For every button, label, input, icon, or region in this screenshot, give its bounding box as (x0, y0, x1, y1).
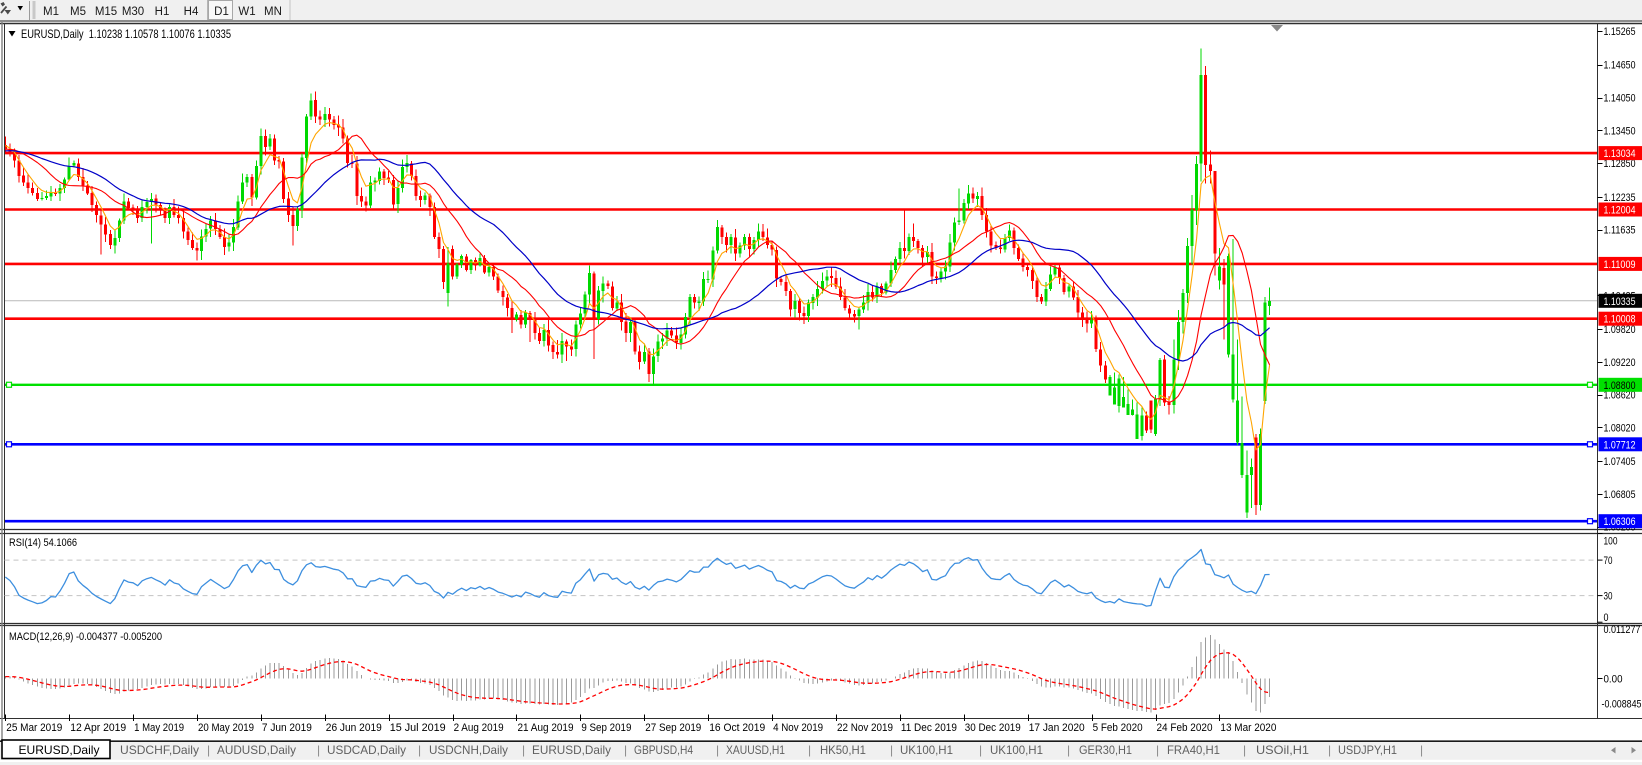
svg-text:H4: H4 (184, 6, 199, 18)
svg-text:1.12235: 1.12235 (1604, 192, 1636, 204)
svg-text:|: | (1156, 743, 1159, 757)
svg-text:MN: MN (264, 6, 282, 18)
svg-text:17 Jan 2020: 17 Jan 2020 (1029, 722, 1085, 734)
svg-text:20 May 2019: 20 May 2019 (198, 722, 254, 734)
svg-text:27 Sep 2019: 27 Sep 2019 (645, 722, 701, 734)
svg-text:RSI(14) 54.1066: RSI(14) 54.1066 (9, 537, 77, 549)
svg-text:1.14050: 1.14050 (1604, 93, 1636, 105)
svg-text:24 Feb 2020: 24 Feb 2020 (1157, 722, 1213, 734)
svg-text:UK100,H1: UK100,H1 (900, 743, 953, 757)
svg-text:D1: D1 (214, 6, 229, 18)
svg-text:1.06306: 1.06306 (1604, 516, 1636, 528)
svg-text:1.08620: 1.08620 (1604, 390, 1636, 402)
svg-text:1.07712: 1.07712 (1604, 439, 1636, 451)
svg-text:|: | (418, 743, 421, 757)
svg-text:11 Dec 2019: 11 Dec 2019 (901, 722, 957, 734)
svg-text:26 Jun 2019: 26 Jun 2019 (326, 722, 382, 734)
svg-text:|: | (522, 743, 525, 757)
svg-text:|: | (1420, 743, 1423, 757)
svg-text:GBPUSD,H4: GBPUSD,H4 (634, 743, 693, 757)
svg-text:7 Jun 2019: 7 Jun 2019 (262, 722, 312, 734)
svg-text:USDCHF,Daily: USDCHF,Daily (120, 743, 199, 757)
svg-text:EURUSD,Daily 1.10238 1.10578: EURUSD,Daily 1.10238 1.10578 1.10076 1.1… (21, 27, 231, 41)
svg-text:M5: M5 (70, 6, 86, 18)
svg-text:1.08020: 1.08020 (1604, 422, 1636, 434)
svg-text:|: | (1328, 743, 1331, 757)
svg-text:30 Dec 2019: 30 Dec 2019 (965, 722, 1021, 734)
svg-text:|: | (1243, 743, 1246, 757)
svg-text:1.09820: 1.09820 (1604, 324, 1636, 336)
svg-text:1.08800: 1.08800 (1604, 380, 1636, 392)
svg-text:0.011277: 0.011277 (1604, 624, 1641, 636)
svg-text:1.10335: 1.10335 (1604, 296, 1636, 308)
svg-text:USOil,H1: USOil,H1 (1256, 743, 1309, 757)
svg-text:USDJPY,H1: USDJPY,H1 (1338, 743, 1397, 757)
svg-text:13 Mar 2020: 13 Mar 2020 (1220, 722, 1276, 734)
svg-text:1.12850: 1.12850 (1604, 158, 1636, 170)
svg-text:USDCNH,Daily: USDCNH,Daily (429, 743, 508, 757)
svg-text:1.13450: 1.13450 (1604, 125, 1636, 137)
svg-text:USDCAD,Daily: USDCAD,Daily (327, 743, 406, 757)
svg-text:M15: M15 (95, 6, 117, 18)
svg-text:30: 30 (1604, 591, 1613, 603)
svg-text:|: | (979, 743, 982, 757)
svg-text:1.11009: 1.11009 (1604, 259, 1636, 271)
svg-text:FRA40,H1: FRA40,H1 (1167, 743, 1220, 757)
svg-text:MACD(12,26,9) -0.004377 -0.005: MACD(12,26,9) -0.004377 -0.005200 (9, 631, 162, 643)
svg-text:4 Nov 2019: 4 Nov 2019 (773, 722, 823, 734)
svg-text:5 Feb 2020: 5 Feb 2020 (1093, 722, 1143, 734)
svg-text:16 Oct 2019: 16 Oct 2019 (709, 722, 765, 734)
svg-text:1.11635: 1.11635 (1604, 225, 1636, 237)
svg-text:EURUSD,Daily: EURUSD,Daily (19, 743, 100, 757)
svg-text:22 Nov 2019: 22 Nov 2019 (837, 722, 893, 734)
svg-text:1.12004: 1.12004 (1604, 205, 1636, 217)
svg-text:|: | (1067, 743, 1070, 757)
svg-text:9 Sep 2019: 9 Sep 2019 (581, 722, 631, 734)
svg-text:XAUUSD,H1: XAUUSD,H1 (726, 743, 785, 757)
svg-text:0.00: 0.00 (1604, 674, 1623, 686)
svg-text:0: 0 (1604, 612, 1609, 624)
svg-text:UK100,H1: UK100,H1 (990, 743, 1043, 757)
svg-text:HK50,H1: HK50,H1 (820, 743, 866, 757)
svg-text:1.07405: 1.07405 (1604, 456, 1636, 468)
svg-text:GER30,H1: GER30,H1 (1079, 743, 1132, 757)
svg-text:1 May 2019: 1 May 2019 (134, 722, 184, 734)
svg-text:1.09220: 1.09220 (1604, 357, 1636, 369)
svg-text:H1: H1 (155, 6, 170, 18)
svg-text:15 Jul 2019: 15 Jul 2019 (390, 722, 446, 734)
svg-text:1.15265: 1.15265 (1604, 26, 1636, 38)
svg-text:AUDUSD,Daily: AUDUSD,Daily (217, 743, 296, 757)
svg-text:M1: M1 (43, 6, 59, 18)
svg-text:|: | (890, 743, 893, 757)
svg-text:|: | (317, 743, 320, 757)
svg-text:21 Aug 2019: 21 Aug 2019 (518, 722, 574, 734)
svg-text:1.06805: 1.06805 (1604, 489, 1636, 501)
svg-text:1.10008: 1.10008 (1604, 314, 1636, 326)
svg-text:|: | (207, 743, 210, 757)
svg-text:1.14650: 1.14650 (1604, 60, 1636, 72)
svg-text:W1: W1 (238, 6, 255, 18)
svg-text:M30: M30 (122, 6, 144, 18)
svg-text:1.13034: 1.13034 (1604, 148, 1636, 160)
svg-text:EURUSD,Daily: EURUSD,Daily (532, 743, 611, 757)
svg-text:2 Aug 2019: 2 Aug 2019 (454, 722, 504, 734)
svg-text:|: | (716, 743, 719, 757)
svg-text:|: | (808, 743, 811, 757)
svg-text:|: | (624, 743, 627, 757)
svg-text:70: 70 (1604, 555, 1613, 567)
svg-text:12 Apr 2019: 12 Apr 2019 (70, 722, 126, 734)
svg-text:100: 100 (1604, 536, 1618, 548)
svg-text:25 Mar 2019: 25 Mar 2019 (6, 722, 62, 734)
svg-text:-0.008845: -0.008845 (1602, 699, 1642, 711)
